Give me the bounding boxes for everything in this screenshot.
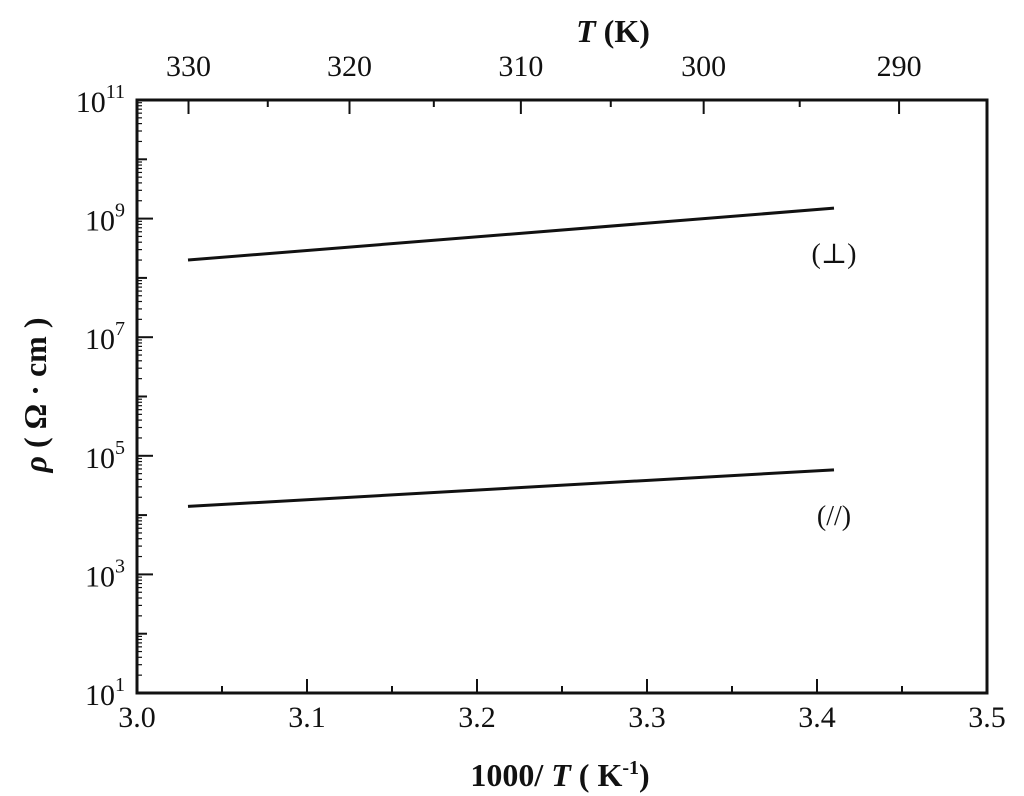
top-tick-label: 290 (877, 50, 922, 83)
x-tick-label: 3.4 (798, 701, 836, 734)
tick-labels: 3.0 3.1 3.2 3.3 3.4 3.5 330 320 310 300 290 101 103 1… (76, 50, 1006, 734)
series-label-perpendicular: (⊥) (812, 239, 857, 270)
plot-frame (135, 98, 989, 695)
top-tick-label: 330 (166, 50, 211, 83)
series-label-parallel: (//) (817, 501, 851, 532)
top-tick-label: 320 (327, 50, 372, 83)
top-tick-label: 310 (498, 50, 543, 83)
x-axis-title-top: T (K) (576, 13, 650, 49)
y-tick-label: 109 (85, 200, 125, 238)
ticks (136, 99, 988, 694)
x-axis-title-bottom: 1000/ T ( K-1) (470, 757, 649, 793)
y-axis-title: ρ ( Ω · cm ) (17, 318, 53, 474)
x-tick-label: 3.5 (968, 701, 1006, 734)
y-tick-label: 101 (85, 674, 125, 712)
series-line-parallel (187, 468, 835, 508)
y-tick-label: 105 (85, 437, 125, 475)
x-tick-label: 3.2 (458, 701, 496, 734)
x-tick-label: 3.1 (288, 701, 326, 734)
y-tick-label: 107 (85, 318, 125, 356)
series-line-perpendicular (187, 206, 835, 262)
x-tick-label: 3.0 (118, 701, 156, 734)
x-tick-label: 3.3 (628, 701, 666, 734)
series-group: (⊥) (//) (187, 206, 857, 532)
y-tick-label: 1011 (76, 81, 125, 119)
y-tick-label: 103 (85, 555, 125, 593)
top-tick-label: 300 (681, 50, 726, 83)
